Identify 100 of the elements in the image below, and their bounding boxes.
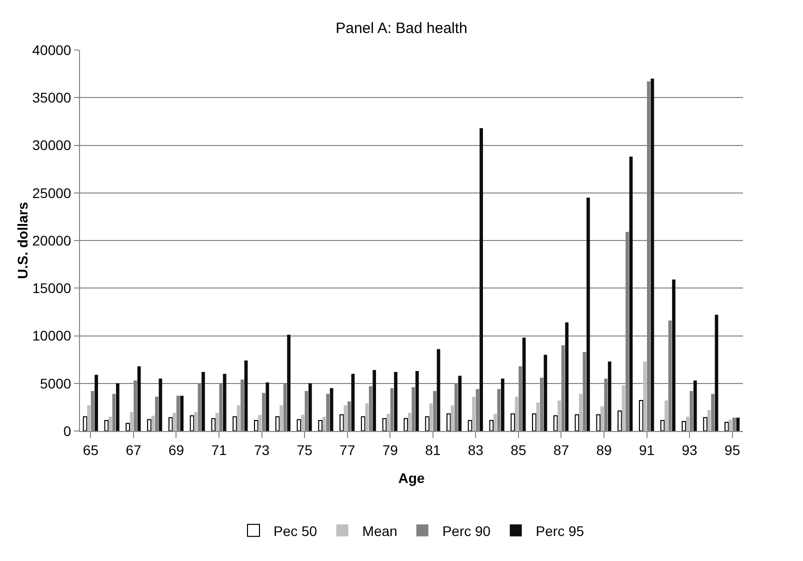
- bar: [553, 415, 558, 431]
- y-axis-title: U.S. dollars: [14, 202, 30, 280]
- x-axis-title: Age: [398, 470, 425, 486]
- y-tick-label: 20000: [32, 232, 72, 248]
- x-tick-label: 83: [468, 442, 484, 458]
- bar: [365, 403, 369, 431]
- chart-title: Panel A: Bad health: [336, 20, 468, 37]
- bar: [489, 420, 494, 431]
- x-tick-label: 77: [340, 442, 356, 458]
- bar: [394, 372, 398, 431]
- bar: [382, 418, 387, 431]
- bar: [301, 414, 304, 431]
- bar: [600, 406, 604, 431]
- bar: [596, 414, 601, 431]
- bar: [258, 414, 262, 431]
- bar: [500, 378, 504, 431]
- bar: [728, 420, 732, 431]
- y-tick-label: 15000: [32, 280, 72, 296]
- x-tick-label: 81: [425, 442, 441, 458]
- bar: [308, 383, 312, 431]
- bar: [514, 396, 518, 431]
- bar: [643, 361, 647, 431]
- bar: [318, 420, 323, 431]
- bar: [215, 412, 219, 431]
- bar: [168, 417, 173, 431]
- bar: [510, 413, 516, 431]
- bar: [190, 415, 194, 431]
- bar: [608, 361, 612, 431]
- x-tick-label: 75: [296, 442, 313, 458]
- bar: [330, 388, 334, 431]
- bar: [408, 412, 412, 431]
- y-tick-label: 40000: [32, 42, 72, 58]
- y-tick-label: 10000: [32, 328, 72, 344]
- bar: [254, 420, 258, 431]
- bar: [532, 413, 536, 431]
- bar: [579, 394, 582, 431]
- bar: [586, 198, 590, 431]
- bar: [280, 405, 283, 431]
- bar: [340, 414, 344, 431]
- bar: [446, 413, 451, 431]
- x-tick-label: 79: [382, 442, 398, 458]
- bar: [574, 414, 580, 431]
- x-tick-label: 91: [638, 442, 655, 458]
- bar: [180, 396, 184, 431]
- bar: [565, 322, 569, 431]
- bar: [468, 420, 472, 431]
- bar: [372, 370, 376, 431]
- bar: [664, 400, 668, 431]
- bar: [493, 414, 497, 431]
- bar: [650, 78, 654, 431]
- bar: [266, 382, 270, 431]
- bar: [202, 372, 205, 431]
- bar: [686, 416, 690, 431]
- bar: [172, 412, 176, 431]
- bar: [222, 374, 226, 431]
- bar: [660, 420, 665, 431]
- bar: [450, 405, 454, 431]
- bar: [211, 418, 216, 431]
- bar: [322, 416, 326, 431]
- bar: [82, 416, 88, 431]
- legend-label: Perc 90: [442, 522, 491, 539]
- bar: [415, 370, 419, 431]
- y-tick-label: 0: [63, 422, 72, 439]
- bar: [425, 416, 430, 431]
- x-tick-label: 89: [596, 442, 612, 458]
- bar: [130, 412, 134, 431]
- y-tick-label: 35000: [32, 90, 72, 106]
- bar: [472, 396, 476, 431]
- bar: [116, 383, 120, 431]
- legend-label: Mean: [362, 522, 398, 539]
- bar: [108, 416, 112, 431]
- bar: [296, 419, 302, 431]
- bar: [618, 410, 622, 431]
- legend-label: Perc 95: [536, 522, 584, 539]
- legend-label: Pec 50: [274, 522, 318, 539]
- bar: [360, 416, 366, 431]
- x-tick-label: 69: [168, 442, 184, 458]
- bar: [404, 418, 408, 431]
- y-tick-label: 25000: [32, 184, 72, 201]
- bar: [693, 380, 697, 431]
- bar: [94, 374, 98, 431]
- bar: [558, 400, 562, 431]
- bar: [232, 416, 237, 431]
- bar: [480, 128, 483, 431]
- bar: [458, 376, 462, 431]
- y-tick-label: 30000: [32, 137, 72, 154]
- bar: [147, 419, 152, 431]
- bar: [104, 420, 109, 431]
- y-tick-label: 5000: [40, 375, 72, 392]
- x-tick-label: 87: [553, 442, 570, 458]
- x-tick-label: 67: [126, 442, 142, 458]
- bar: [194, 412, 198, 431]
- bar: [638, 400, 644, 431]
- x-tick-label: 65: [82, 442, 99, 458]
- x-tick-label: 71: [211, 442, 228, 458]
- bar: [682, 420, 686, 431]
- bar: [724, 422, 729, 431]
- bar: [703, 417, 708, 431]
- bar: [137, 366, 141, 431]
- bar: [87, 405, 91, 431]
